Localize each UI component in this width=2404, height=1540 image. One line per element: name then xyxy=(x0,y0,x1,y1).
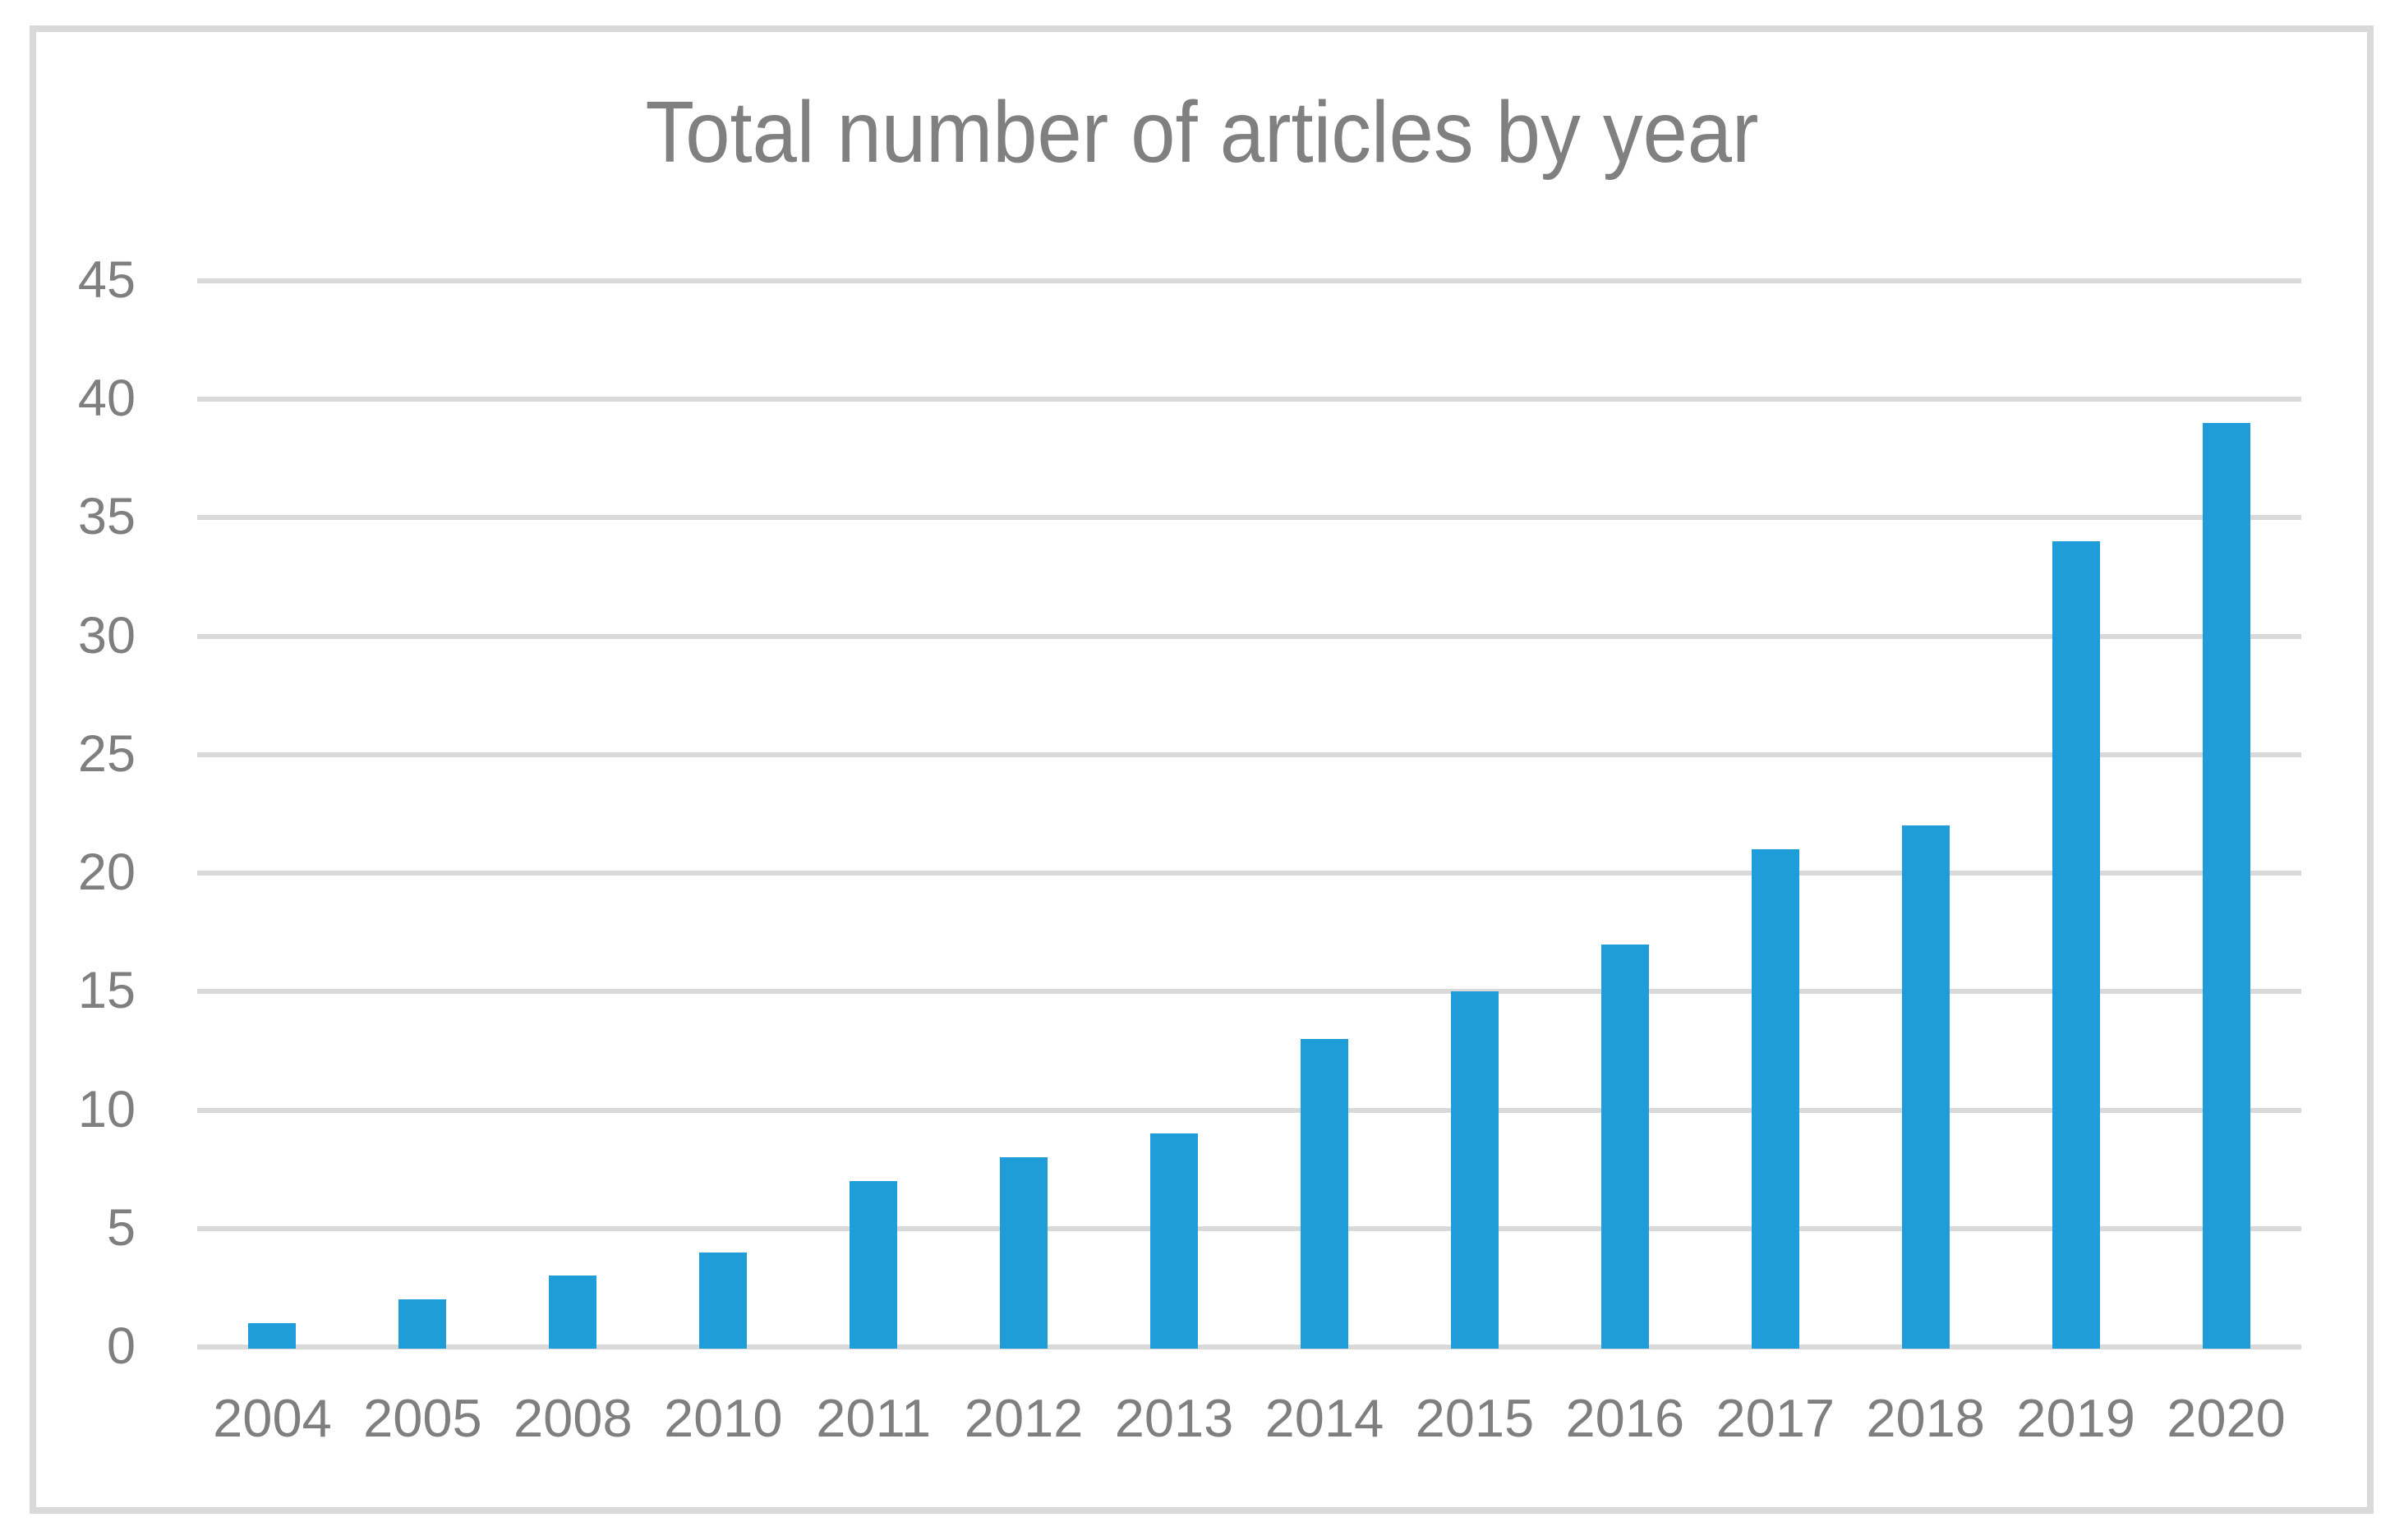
x-tick-label-2010: 2010 xyxy=(663,1388,783,1448)
y-tick-label-0: 0 xyxy=(106,1317,136,1375)
y-tick-label-45: 45 xyxy=(77,251,136,309)
x-tick-label-2015: 2015 xyxy=(1415,1388,1535,1448)
gridline-y-35 xyxy=(197,515,2301,521)
chart-title: Total number of articles by year xyxy=(645,84,1759,181)
gridline-y-15 xyxy=(197,989,2301,995)
y-tick-label-30: 30 xyxy=(77,606,136,664)
bar-2020 xyxy=(2202,423,2250,1349)
bar-2004 xyxy=(248,1323,297,1349)
x-tick-label-2016: 2016 xyxy=(1565,1388,1685,1448)
x-tick-label-2020: 2020 xyxy=(2167,1388,2286,1448)
gridline-y-45 xyxy=(197,278,2301,283)
bar-2014 xyxy=(1300,1039,1348,1349)
bar-2017 xyxy=(1751,849,1799,1349)
chart-frame xyxy=(30,25,2374,1514)
x-tick-label-2017: 2017 xyxy=(1715,1388,1835,1448)
y-tick-label-15: 15 xyxy=(77,962,136,1020)
x-tick-label-2004: 2004 xyxy=(213,1388,332,1448)
x-tick-label-2005: 2005 xyxy=(363,1388,482,1448)
y-tick-label-25: 25 xyxy=(77,724,136,783)
gridline-y-20 xyxy=(197,871,2301,876)
gridline-y-25 xyxy=(197,752,2301,757)
y-tick-label-40: 40 xyxy=(77,370,136,428)
gridline-y-0 xyxy=(197,1345,2301,1349)
bar-2005 xyxy=(398,1299,447,1349)
x-tick-label-2013: 2013 xyxy=(1114,1388,1234,1448)
gridline-y-40 xyxy=(197,397,2301,402)
x-tick-label-2011: 2011 xyxy=(816,1388,932,1448)
gridline-y-30 xyxy=(197,633,2301,639)
y-tick-label-5: 5 xyxy=(106,1198,136,1257)
bar-2011 xyxy=(850,1181,898,1349)
x-tick-label-2012: 2012 xyxy=(964,1388,1084,1448)
bar-2019 xyxy=(2052,541,2100,1349)
y-tick-label-20: 20 xyxy=(77,844,136,902)
bar-2016 xyxy=(1600,944,1649,1349)
bar-2013 xyxy=(1150,1133,1199,1349)
y-tick-label-35: 35 xyxy=(77,488,136,546)
x-tick-label-2014: 2014 xyxy=(1264,1388,1384,1448)
x-tick-label-2018: 2018 xyxy=(1866,1388,1985,1448)
gridline-y-10 xyxy=(197,1107,2301,1113)
bar-2008 xyxy=(549,1276,597,1349)
gridline-y-5 xyxy=(197,1225,2301,1231)
bar-2015 xyxy=(1450,991,1499,1349)
bar-2018 xyxy=(1901,825,1950,1349)
y-tick-label-10: 10 xyxy=(77,1080,136,1138)
x-tick-label-2019: 2019 xyxy=(2016,1388,2135,1448)
bar-2012 xyxy=(1000,1157,1048,1349)
bar-2010 xyxy=(699,1252,748,1349)
x-tick-label-2008: 2008 xyxy=(513,1388,633,1448)
